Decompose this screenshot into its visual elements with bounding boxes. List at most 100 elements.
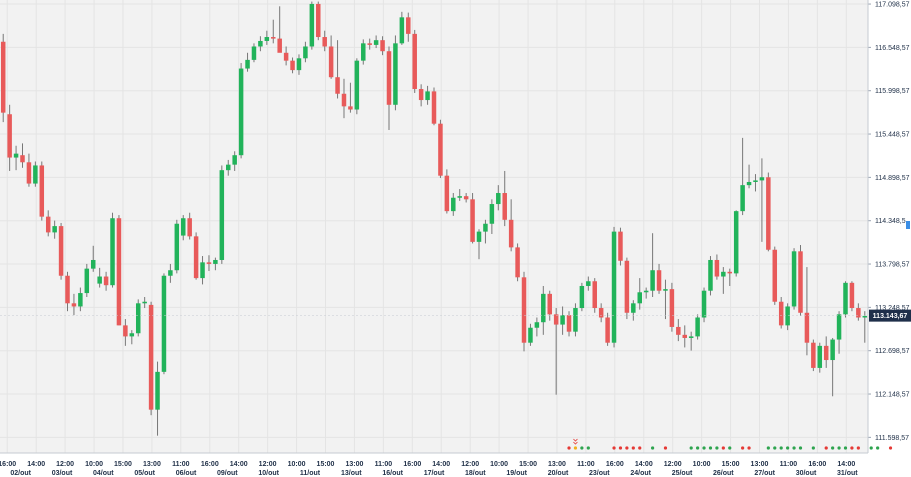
candle-up (52, 220, 57, 239)
candle-up (496, 185, 501, 211)
candle-body (553, 314, 559, 325)
event-marker-red[interactable] (663, 446, 668, 450)
event-marker-red[interactable] (618, 446, 623, 450)
x-time-label: 14:00 (635, 461, 653, 468)
candle-up (631, 300, 636, 321)
event-marker-green[interactable] (792, 446, 796, 450)
event-marker-green[interactable] (766, 446, 770, 450)
candle-body (71, 303, 77, 307)
candle-down (656, 263, 662, 294)
candle-down (380, 36, 385, 56)
x-date-label: 25/out (672, 470, 693, 477)
candle-down (444, 169, 450, 214)
event-marker-green[interactable] (798, 446, 803, 450)
event-marker-green[interactable] (786, 446, 790, 450)
axis-scroll-handle[interactable] (906, 221, 910, 229)
candle-body (489, 204, 495, 224)
event-marker-green[interactable] (837, 446, 841, 450)
x-time-label: 16:00 (403, 461, 421, 468)
candle-up (200, 256, 205, 285)
candle-down (386, 46, 392, 130)
candle-down (676, 319, 681, 342)
candle-down (39, 161, 45, 221)
event-marker-green[interactable] (869, 446, 873, 450)
event-marker-yellow[interactable] (573, 446, 578, 450)
event-marker-green[interactable] (811, 446, 815, 450)
x-time-label: 10:00 (288, 461, 306, 468)
candle-body (695, 317, 700, 337)
candle-down (682, 325, 688, 348)
candle-down (605, 312, 610, 346)
candle-body (476, 231, 482, 242)
event-marker-red[interactable] (638, 446, 642, 450)
event-marker-green[interactable] (876, 446, 880, 450)
candle-body (129, 333, 135, 337)
candle-up (586, 276, 591, 291)
candle-up (168, 263, 173, 283)
candle-down (798, 245, 803, 316)
event-marker-green[interactable] (773, 446, 777, 450)
event-marker-red[interactable] (856, 446, 860, 450)
candle-body (373, 40, 379, 45)
event-marker-red[interactable] (741, 446, 745, 450)
candle-up (129, 330, 135, 345)
candle-down (26, 153, 32, 187)
candle-up (264, 30, 270, 45)
candle-body (566, 315, 572, 332)
event-marker-green[interactable] (689, 446, 693, 450)
event-marker-green[interactable] (843, 446, 848, 450)
x-time-label: 11:00 (375, 461, 393, 468)
event-marker-red[interactable] (631, 446, 635, 450)
x-time-label: 13:00 (751, 461, 769, 468)
candle-down (187, 212, 192, 240)
candle-body (836, 314, 842, 340)
candle-body (65, 275, 70, 304)
candle-up (534, 317, 540, 337)
candle-down (592, 278, 597, 313)
event-marker-red[interactable] (824, 446, 828, 450)
candle-down (811, 339, 816, 372)
event-marker-red[interactable] (567, 446, 571, 450)
candle-down (714, 254, 720, 280)
x-date-label: 17/out (424, 470, 445, 477)
candle-body (180, 218, 186, 236)
event-marker-green[interactable] (651, 446, 655, 450)
event-marker-green[interactable] (779, 446, 783, 450)
x-date-label: 03/out (52, 470, 73, 477)
event-marker-green[interactable] (728, 446, 732, 450)
event-marker-red[interactable] (625, 446, 629, 450)
x-time-label: 14:00 (837, 461, 855, 468)
event-marker-red[interactable] (612, 446, 616, 450)
event-marker-green[interactable] (715, 446, 719, 450)
candle-down (778, 297, 784, 329)
candle-up (637, 278, 642, 310)
candle-body (58, 226, 64, 276)
candle-down (58, 222, 64, 280)
candle-up (785, 303, 790, 331)
event-marker-green[interactable] (580, 446, 584, 450)
candle-up (90, 245, 96, 272)
candle-body (676, 326, 681, 335)
event-marker-red[interactable] (888, 446, 893, 450)
event-marker-red[interactable] (721, 446, 725, 450)
last-price-badge (869, 309, 911, 322)
candle-body (399, 17, 405, 44)
x-date-label: 09/out (217, 470, 238, 477)
candle-down (463, 193, 469, 203)
x-date-label: 16/out (382, 470, 403, 477)
event-marker-green[interactable] (696, 446, 700, 450)
event-marker-green[interactable] (831, 446, 835, 450)
event-marker-green[interactable] (586, 446, 590, 450)
candle-body (200, 262, 205, 279)
candle-body (84, 268, 90, 294)
candle-down (290, 57, 295, 74)
candle-body (843, 282, 848, 315)
candle-body (290, 60, 295, 71)
x-date-label: 23/out (589, 470, 610, 477)
event-marker-red[interactable] (747, 446, 751, 450)
event-marker-red[interactable] (850, 446, 854, 450)
candle-down (502, 170, 507, 227)
event-marker-green[interactable] (708, 446, 713, 450)
event-marker-green[interactable] (702, 446, 706, 450)
x-time-label: 12:00 (461, 461, 479, 468)
